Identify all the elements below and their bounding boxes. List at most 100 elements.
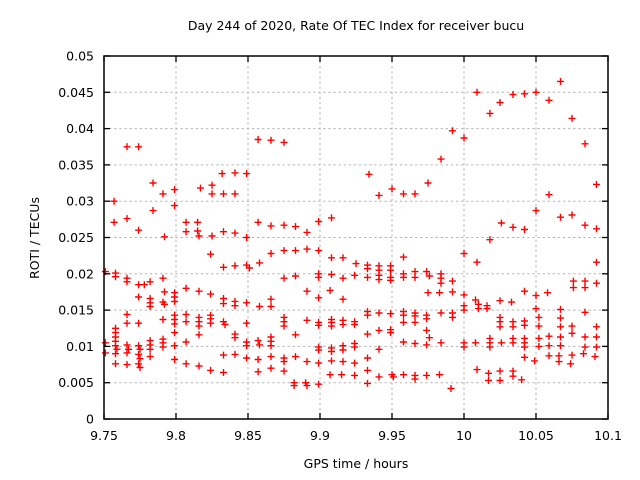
data-point [123, 278, 131, 286]
data-point [387, 310, 395, 318]
data-point [423, 341, 431, 349]
data-point [557, 333, 564, 341]
data-point [195, 287, 203, 295]
data-point [328, 357, 335, 365]
data-point [267, 303, 275, 310]
data-point [315, 359, 323, 367]
y-tick-label: 0.015 [58, 303, 94, 318]
data-point [593, 225, 600, 233]
data-point [387, 329, 395, 337]
data-point [112, 360, 119, 368]
data-point [338, 371, 346, 379]
data-point [535, 322, 543, 330]
data-point [581, 277, 589, 285]
data-point [171, 297, 179, 305]
data-point [292, 353, 299, 361]
data-point [532, 292, 540, 300]
data-point [254, 136, 262, 143]
data-point [496, 377, 504, 384]
data-point [436, 289, 443, 297]
data-point [280, 274, 288, 282]
data-point [220, 263, 227, 271]
data-point [568, 329, 576, 337]
data-point [568, 322, 576, 330]
data-point [580, 350, 587, 358]
data-point [531, 357, 539, 365]
data-point [535, 334, 543, 342]
data-point [387, 266, 395, 274]
data-point [460, 343, 468, 351]
data-point [545, 352, 553, 360]
data-point [171, 320, 179, 328]
data-point [437, 309, 445, 317]
data-point [303, 228, 311, 236]
data-point [123, 311, 131, 318]
data-point [254, 218, 262, 226]
data-point [581, 284, 589, 292]
data-point [146, 303, 154, 310]
data-point [112, 342, 119, 350]
data-point [375, 326, 383, 334]
data-point [557, 323, 564, 331]
y-tick-label: 0.02 [66, 266, 94, 281]
data-point [545, 332, 553, 340]
y-tick-label: 0.025 [58, 230, 94, 245]
data-point [110, 218, 118, 226]
data-point [593, 333, 600, 341]
data-point [400, 371, 407, 379]
data-point [581, 343, 589, 351]
x-tick-label: 9.85 [234, 428, 262, 443]
data-point [110, 197, 118, 205]
x-tick-label: 9.8 [166, 428, 186, 443]
data-point [569, 284, 577, 292]
data-point [197, 184, 204, 192]
y-tick-label: 0.04 [66, 121, 94, 136]
data-point [195, 331, 203, 339]
data-point [400, 253, 407, 261]
data-point [364, 366, 371, 374]
data-point [171, 186, 179, 194]
data-point [521, 90, 528, 98]
data-point [292, 247, 299, 255]
data-point [351, 321, 359, 329]
data-point [101, 339, 109, 347]
y-tick-label: 0.01 [66, 339, 94, 354]
data-point [254, 356, 262, 363]
data-point [352, 260, 360, 268]
data-point [112, 350, 119, 358]
data-point [231, 190, 239, 198]
data-point [231, 169, 239, 177]
y-tick-label: 0 [86, 412, 94, 427]
data-point [375, 276, 383, 284]
data-point [220, 228, 227, 236]
data-point [123, 215, 131, 223]
data-point [557, 77, 564, 85]
data-point [593, 323, 600, 331]
data-point [509, 223, 517, 231]
data-point [256, 259, 263, 267]
data-point [220, 351, 227, 359]
data-point [182, 284, 190, 292]
data-point [521, 353, 528, 361]
data-point [535, 313, 543, 321]
scatter-points [101, 77, 600, 392]
y-axis-label: ROTI / TECUs [27, 197, 42, 279]
data-point [473, 366, 481, 374]
data-point [485, 369, 492, 377]
data-point [136, 345, 144, 353]
data-point [267, 353, 275, 361]
data-point [447, 385, 455, 392]
data-point [220, 190, 227, 198]
data-point [243, 234, 251, 241]
data-point [140, 281, 148, 289]
data-point [146, 345, 154, 353]
data-point [267, 136, 275, 144]
data-point [437, 339, 445, 347]
data-point [375, 191, 383, 199]
data-point [486, 343, 494, 351]
data-point [437, 279, 445, 287]
data-point [593, 181, 600, 188]
data-point [411, 190, 419, 198]
data-point [557, 213, 564, 221]
data-point [231, 302, 239, 310]
